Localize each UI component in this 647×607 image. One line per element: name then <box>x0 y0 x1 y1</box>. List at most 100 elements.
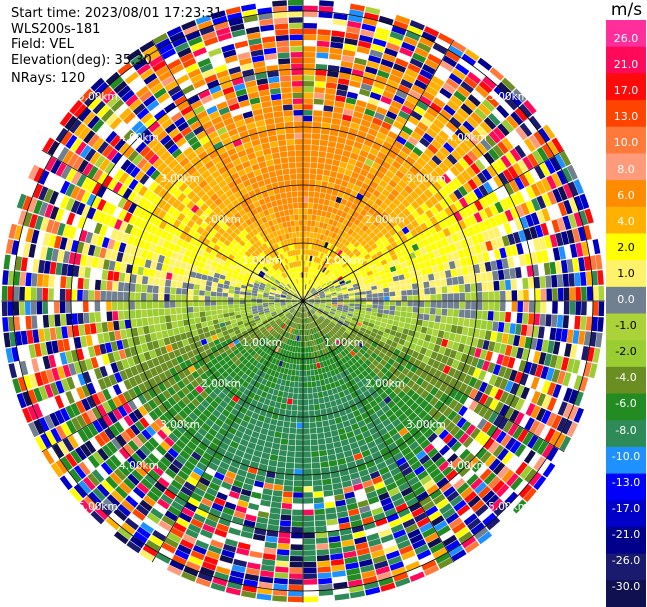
velocity-gate <box>429 102 443 113</box>
velocity-gate <box>303 550 316 556</box>
velocity-gate <box>528 277 535 289</box>
velocity-gate <box>288 433 296 440</box>
velocity-gate <box>73 465 87 480</box>
velocity-gate <box>445 469 458 481</box>
velocity-gate <box>433 192 444 202</box>
velocity-gate <box>465 166 476 178</box>
velocity-gate <box>434 166 445 177</box>
velocity-gate <box>347 20 362 29</box>
velocity-gate <box>415 325 422 333</box>
velocity-gate <box>295 323 299 329</box>
velocity-gate <box>110 362 119 374</box>
velocity-gate <box>315 263 320 270</box>
velocity-gate <box>325 318 331 323</box>
velocity-gate <box>374 276 381 282</box>
velocity-gate <box>361 250 369 257</box>
velocity-gate <box>489 398 499 411</box>
velocity-gate <box>458 531 473 544</box>
velocity-gate <box>186 373 195 383</box>
velocity-gate <box>406 379 416 389</box>
velocity-gate <box>467 71 482 85</box>
velocity-gate <box>106 291 112 301</box>
velocity-gate <box>291 301 298 303</box>
velocity-gate <box>534 165 546 180</box>
velocity-gate <box>14 225 23 241</box>
velocity-gate <box>332 435 341 443</box>
velocity-gate <box>353 286 360 290</box>
velocity-gate <box>299 312 302 318</box>
velocity-gate <box>176 253 184 262</box>
velocity-gate <box>384 155 395 165</box>
velocity-gate <box>314 351 318 358</box>
velocity-gate <box>334 101 345 108</box>
velocity-gate <box>202 409 212 418</box>
velocity-gate <box>147 453 160 465</box>
velocity-gate <box>326 371 332 378</box>
velocity-gate <box>108 374 118 386</box>
velocity-gate <box>187 337 195 345</box>
velocity-gate <box>333 393 341 400</box>
velocity-gate <box>427 235 435 245</box>
velocity-gate <box>557 201 568 217</box>
velocity-gate <box>91 406 102 420</box>
velocity-gate <box>413 263 421 271</box>
velocity-gate <box>245 303 252 307</box>
velocity-gate <box>276 289 282 293</box>
velocity-gate <box>333 441 342 448</box>
velocity-gate <box>320 134 329 141</box>
velocity-gate <box>70 402 81 417</box>
velocity-gate <box>83 495 98 510</box>
velocity-gate <box>467 365 476 376</box>
velocity-gate <box>198 301 205 307</box>
velocity-gate <box>530 405 541 419</box>
velocity-gate <box>376 363 384 371</box>
velocity-gate <box>321 240 326 247</box>
velocity-gate <box>53 235 62 249</box>
velocity-gate <box>165 233 174 242</box>
velocity-gate <box>467 327 475 337</box>
velocity-gate <box>177 544 192 555</box>
velocity-gate <box>488 148 500 161</box>
velocity-gate <box>516 243 524 255</box>
velocity-gate <box>412 146 423 157</box>
velocity-gate <box>569 287 576 301</box>
velocity-gate <box>378 255 386 262</box>
velocity-gate <box>430 258 437 267</box>
velocity-gate <box>549 327 557 341</box>
velocity-gate <box>17 210 27 226</box>
velocity-gate <box>411 243 420 252</box>
velocity-gate <box>259 357 265 364</box>
velocity-gate <box>279 348 285 355</box>
velocity-gate <box>62 224 72 238</box>
velocity-gate <box>367 465 378 474</box>
velocity-gate <box>462 436 474 448</box>
velocity-gate <box>285 380 291 387</box>
velocity-gate <box>287 392 294 399</box>
velocity-gate <box>220 270 228 276</box>
velocity-gate <box>274 572 289 579</box>
velocity-gate <box>172 219 182 229</box>
velocity-gate <box>218 318 225 324</box>
velocity-gate <box>44 384 54 398</box>
velocity-gate <box>366 490 378 500</box>
velocity-gate <box>414 512 427 523</box>
velocity-gate <box>465 301 471 310</box>
velocity-gate <box>210 301 217 306</box>
velocity-gate <box>171 443 183 454</box>
velocity-gate <box>298 382 303 388</box>
velocity-gate <box>65 405 76 419</box>
velocity-gate <box>376 379 385 387</box>
velocity-gate <box>541 380 551 394</box>
velocity-gate <box>388 518 402 528</box>
velocity-gate <box>172 383 181 393</box>
velocity-gate <box>343 331 350 338</box>
velocity-gate <box>51 340 59 354</box>
velocity-gate <box>493 414 504 427</box>
velocity-gate <box>454 429 465 441</box>
velocity-gate <box>551 219 561 233</box>
velocity-gate <box>319 294 325 297</box>
velocity-gate <box>287 294 293 297</box>
velocity-gate <box>442 465 454 477</box>
velocity-gate <box>499 198 510 211</box>
velocity-gate <box>354 368 361 376</box>
